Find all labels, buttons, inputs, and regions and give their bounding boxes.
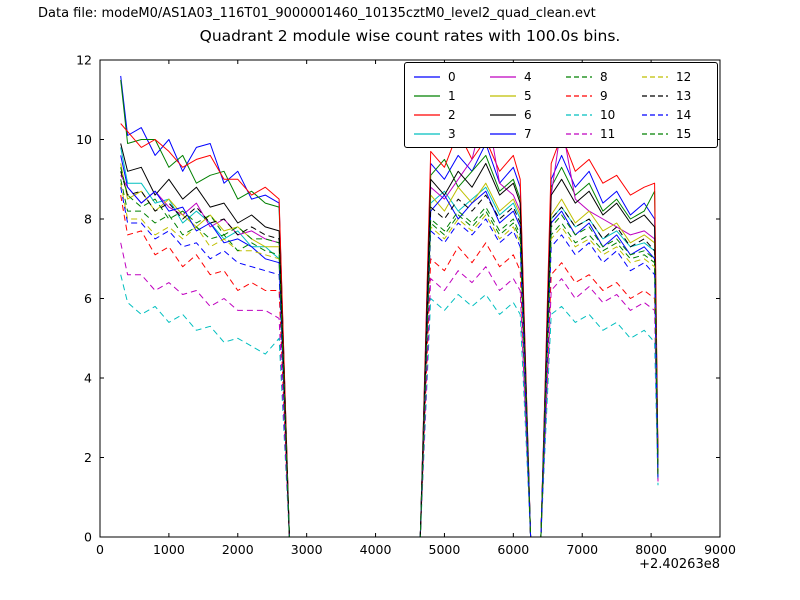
legend-item: 10 xyxy=(565,107,633,122)
legend-line-sample xyxy=(490,113,516,116)
series-line-1 xyxy=(120,79,659,537)
legend-item: 3 xyxy=(413,126,481,141)
legend-column: 8 9 10 11 xyxy=(565,69,633,141)
series-line-10 xyxy=(120,274,659,537)
legend-item: 6 xyxy=(489,107,557,122)
series-line-11 xyxy=(120,242,659,537)
series-line-13 xyxy=(120,171,659,537)
legend-line-sample xyxy=(414,75,440,78)
x-tick-label: 6000 xyxy=(497,542,529,557)
legend-line-sample xyxy=(490,132,516,135)
legend-line-sample xyxy=(642,75,668,78)
legend-item: 9 xyxy=(565,88,633,103)
x-tick-label: 8000 xyxy=(635,542,667,557)
y-tick-label: 6 xyxy=(84,291,92,306)
legend-line-sample xyxy=(490,94,516,97)
legend-label: 11 xyxy=(600,126,616,141)
series-line-4 xyxy=(120,103,659,537)
legend-line-sample xyxy=(642,113,668,116)
legend-line-sample xyxy=(566,113,592,116)
legend-item: 11 xyxy=(565,126,633,141)
legend-label: 13 xyxy=(676,88,692,103)
legend-item: 0 xyxy=(413,69,481,84)
legend-line-sample xyxy=(414,113,440,116)
series-group xyxy=(120,75,659,537)
legend-column: 4 5 6 7 xyxy=(489,69,557,141)
x-tick-label: 3000 xyxy=(291,542,323,557)
legend-label: 4 xyxy=(524,69,532,84)
legend-line-sample xyxy=(566,132,592,135)
legend-line-sample xyxy=(566,75,592,78)
y-tick-label: 2 xyxy=(84,450,92,465)
legend-label: 6 xyxy=(524,107,532,122)
y-tick-label: 12 xyxy=(76,53,92,68)
legend-line-sample xyxy=(642,132,668,135)
series-line-9 xyxy=(120,195,659,537)
legend-label: 7 xyxy=(524,126,532,141)
legend-item: 14 xyxy=(641,107,709,122)
legend-item: 4 xyxy=(489,69,557,84)
legend-label: 1 xyxy=(448,88,456,103)
x-tick-label: 1000 xyxy=(153,542,185,557)
legend-label: 14 xyxy=(676,107,692,122)
legend-label: 0 xyxy=(448,69,456,84)
series-line-3 xyxy=(120,147,659,537)
legend-label: 9 xyxy=(600,88,608,103)
x-axis-offset-label: +2.40263e8 xyxy=(639,557,720,572)
y-tick-label: 4 xyxy=(84,371,92,386)
legend-label: 3 xyxy=(448,126,456,141)
legend: 0 1 2 3 4 5 6 7 8 9 10 11 12 13 14 15 xyxy=(404,62,718,148)
legend-column: 0 1 2 3 xyxy=(413,69,481,141)
data-file-label: Data file: modeM0/AS1A03_116T01_90000014… xyxy=(38,6,596,21)
legend-item: 1 xyxy=(413,88,481,103)
x-tick-label: 0 xyxy=(96,542,104,557)
x-tick-label: 5000 xyxy=(429,542,461,557)
legend-item: 13 xyxy=(641,88,709,103)
legend-label: 8 xyxy=(600,69,608,84)
legend-item: 8 xyxy=(565,69,633,84)
series-line-7 xyxy=(120,155,659,537)
legend-column: 12 13 14 15 xyxy=(641,69,709,141)
x-tick-label: 4000 xyxy=(360,542,392,557)
y-tick-label: 10 xyxy=(76,132,92,147)
legend-line-sample xyxy=(490,75,516,78)
legend-label: 15 xyxy=(676,126,692,141)
legend-line-sample xyxy=(414,132,440,135)
chart-title: Quadrant 2 module wise count rates with … xyxy=(199,27,621,45)
series-line-2 xyxy=(120,123,659,537)
legend-item: 2 xyxy=(413,107,481,122)
x-tick-label: 7000 xyxy=(566,542,598,557)
legend-item: 5 xyxy=(489,88,557,103)
x-tick-label: 2000 xyxy=(222,542,254,557)
y-tick-label: 8 xyxy=(84,212,92,227)
legend-label: 2 xyxy=(448,107,456,122)
y-tick-label: 0 xyxy=(84,530,92,545)
legend-label: 12 xyxy=(676,69,692,84)
legend-item: 12 xyxy=(641,69,709,84)
series-line-15 xyxy=(120,179,659,537)
legend-label: 10 xyxy=(600,107,616,122)
series-line-6 xyxy=(120,143,659,537)
series-line-8 xyxy=(120,167,659,537)
legend-label: 5 xyxy=(524,88,532,103)
legend-line-sample xyxy=(566,94,592,97)
legend-line-sample xyxy=(414,94,440,97)
series-line-12 xyxy=(120,183,659,537)
legend-item: 15 xyxy=(641,126,709,141)
series-line-14 xyxy=(120,187,659,537)
legend-item: 7 xyxy=(489,126,557,141)
x-tick-label: 9000 xyxy=(704,542,736,557)
legend-line-sample xyxy=(642,94,668,97)
series-line-5 xyxy=(120,163,659,537)
